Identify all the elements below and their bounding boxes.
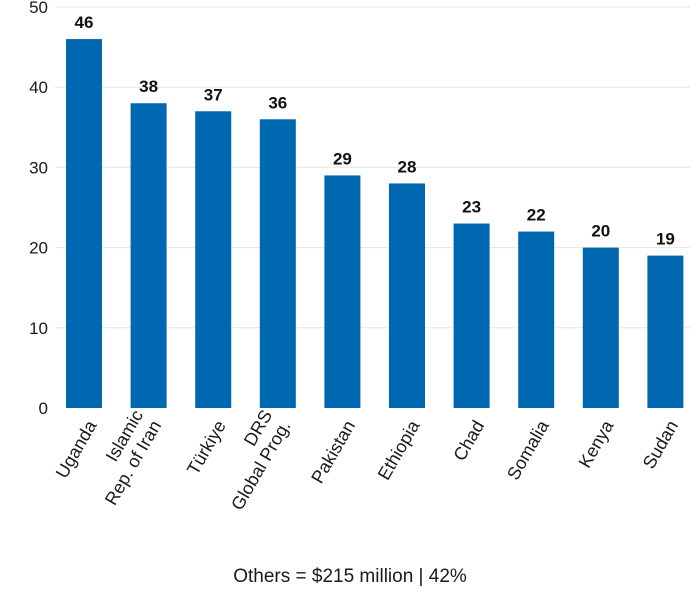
bar — [582, 247, 619, 408]
category-label-line: Türkiye — [183, 417, 230, 478]
data-label: 46 — [75, 13, 94, 32]
category-label: Uganda — [52, 416, 101, 481]
bars — [66, 39, 684, 409]
bar — [324, 175, 361, 408]
category-label-line: Ethiopia — [374, 416, 424, 483]
category-label: Pakistan — [307, 417, 359, 487]
bar — [259, 119, 296, 408]
category-label: Kenya — [575, 416, 618, 471]
bar — [195, 111, 232, 408]
y-tick-label: 0 — [39, 399, 48, 418]
category-label-line: Somalia — [503, 416, 553, 483]
data-label: 19 — [656, 230, 675, 249]
footnote: Others = $215 million | 42% — [233, 566, 467, 587]
category-label: Chad — [449, 417, 488, 464]
y-axis-tick-labels: 0 10 20 30 40 50 — [29, 0, 48, 418]
category-label: Türkiye — [183, 417, 230, 478]
bar — [453, 223, 490, 408]
data-label: 38 — [139, 77, 158, 96]
data-label: 36 — [268, 93, 287, 112]
y-tick-label: 30 — [29, 158, 48, 177]
category-label: Somalia — [503, 416, 553, 483]
bar — [647, 255, 684, 408]
y-tick-label: 10 — [29, 319, 48, 338]
category-label-line: Uganda — [52, 416, 101, 481]
data-label: 28 — [398, 157, 417, 176]
data-labels: 46 38 37 36 29 28 23 22 20 19 — [75, 13, 675, 249]
category-label-line: Sudan — [639, 417, 682, 472]
data-label: 29 — [333, 149, 352, 168]
data-label: 37 — [204, 85, 223, 104]
data-label: 20 — [591, 222, 610, 241]
category-label-line: Kenya — [575, 416, 618, 471]
data-label: 22 — [527, 206, 546, 225]
category-label: Sudan — [639, 417, 682, 472]
category-label: Ethiopia — [374, 416, 424, 483]
category-label-line: Chad — [449, 417, 488, 464]
category-label-line: Pakistan — [307, 417, 359, 487]
y-tick-label: 50 — [29, 0, 48, 17]
bar — [130, 103, 167, 409]
data-label: 23 — [462, 198, 481, 217]
bar — [518, 231, 555, 408]
bar — [66, 39, 102, 409]
y-tick-label: 40 — [29, 78, 48, 97]
y-tick-label: 20 — [29, 239, 48, 258]
bar — [389, 183, 425, 408]
